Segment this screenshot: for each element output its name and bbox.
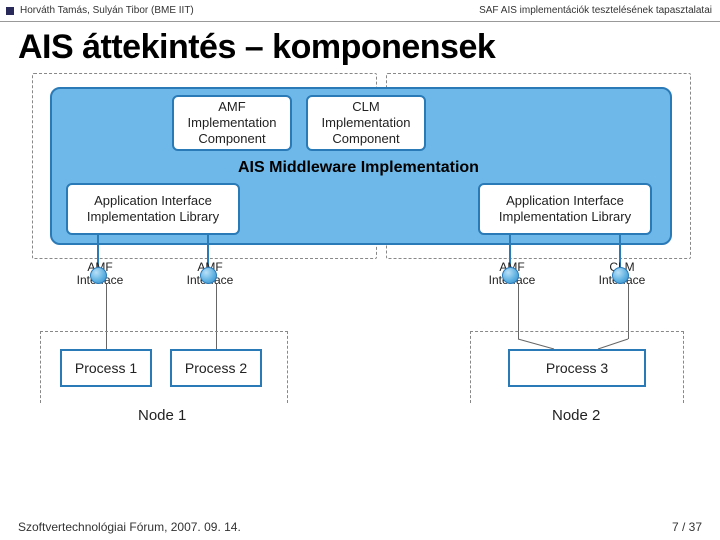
process-box-0: Process 1 bbox=[60, 349, 152, 387]
page-current: 7 bbox=[672, 520, 679, 534]
lollipop-icon bbox=[200, 267, 217, 284]
header-subject: SAF AIS implementációk tesztelésének tap… bbox=[479, 5, 712, 16]
page-sep: / bbox=[679, 520, 689, 534]
interface-library-1: Application Interface Implementation Lib… bbox=[478, 183, 652, 235]
lollipop-icon bbox=[612, 267, 629, 284]
interface-library-0: Application Interface Implementation Lib… bbox=[66, 183, 240, 235]
slide-footer: Szoftvertechnológiai Fórum, 2007. 09. 14… bbox=[0, 520, 720, 534]
middleware-label: AIS Middleware Implementation bbox=[238, 159, 479, 177]
header-bullet-icon bbox=[0, 0, 20, 22]
page-total: 37 bbox=[689, 520, 702, 534]
node-label-0: Node 1 bbox=[138, 407, 186, 424]
lollipop-icon bbox=[502, 267, 519, 284]
page-number: 7 / 37 bbox=[672, 520, 702, 534]
architecture-diagram: AMF Implementation ComponentCLM Implemen… bbox=[10, 71, 710, 471]
implementation-component-1: CLM Implementation Component bbox=[306, 95, 426, 151]
process-box-1: Process 2 bbox=[170, 349, 262, 387]
page-title: AIS áttekintés – komponensek bbox=[0, 22, 720, 71]
lollipop-icon bbox=[90, 267, 107, 284]
footer-event: Szoftvertechnológiai Fórum, 2007. 09. 14… bbox=[18, 520, 241, 534]
node-label-1: Node 2 bbox=[552, 407, 600, 424]
slide-header: Horváth Tamás, Sulyán Tibor (BME IIT) SA… bbox=[0, 0, 720, 22]
header-left: Horváth Tamás, Sulyán Tibor (BME IIT) bbox=[0, 0, 194, 22]
implementation-component-0: AMF Implementation Component bbox=[172, 95, 292, 151]
process-box-2: Process 3 bbox=[508, 349, 646, 387]
header-authors: Horváth Tamás, Sulyán Tibor (BME IIT) bbox=[20, 5, 194, 16]
